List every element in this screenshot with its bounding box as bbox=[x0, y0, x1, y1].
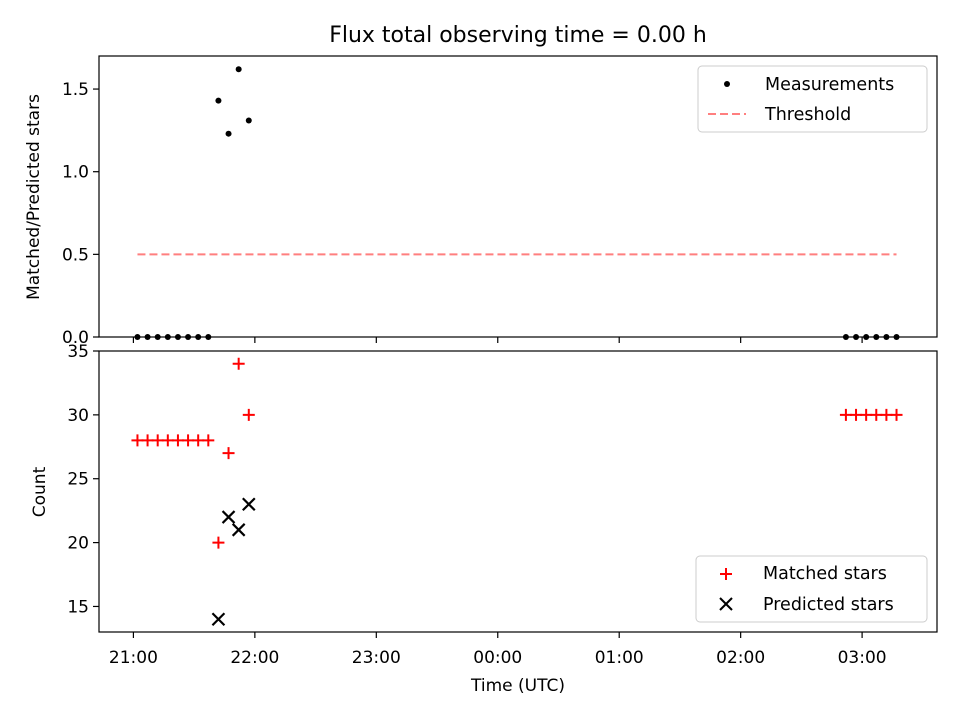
bottom-y-tick-label: 15 bbox=[67, 597, 89, 617]
x-tick-label: 23:00 bbox=[352, 648, 401, 668]
matched-stars-point bbox=[171, 434, 184, 447]
matched-stars-point bbox=[870, 408, 883, 421]
top-axes-frame bbox=[98, 55, 938, 338]
top-y-ticks: 0.0 0.5 1.0 1.5 bbox=[62, 80, 99, 348]
matched-stars-point bbox=[202, 434, 215, 447]
bottom-y-axis-label: Count bbox=[30, 466, 50, 517]
legend-matched-marker bbox=[720, 568, 732, 580]
matched-stars-point bbox=[890, 408, 903, 421]
x-tick-label: 22:00 bbox=[230, 648, 279, 668]
top-plot-marks bbox=[134, 66, 900, 340]
predicted-stars-point bbox=[221, 510, 236, 524]
predicted-stars-point bbox=[242, 497, 256, 512]
predicted-stars-point bbox=[211, 612, 226, 627]
bottom-axes-frame bbox=[98, 350, 938, 633]
top-y-tick-label: 1.0 bbox=[62, 163, 89, 183]
bottom-panel: 15 20 25 30 35 21:00 22:00 23:00 00:00 01:00 02:0… bbox=[30, 342, 938, 696]
top-y-tick-label: 0.0 bbox=[62, 328, 89, 348]
measurement-point bbox=[215, 97, 222, 104]
measurement-point bbox=[235, 66, 242, 73]
bottom-plot-marks bbox=[131, 357, 903, 627]
bottom-y-tick-label: 20 bbox=[67, 534, 89, 554]
legend-threshold-label: Threshold bbox=[764, 105, 851, 125]
matched-stars-point bbox=[131, 434, 144, 447]
bottom-y-ticks: 15 20 25 30 35 bbox=[67, 342, 99, 617]
matched-stars-point bbox=[880, 408, 893, 421]
legend-measurements-label: Measurements bbox=[765, 75, 894, 95]
matched-stars-point bbox=[212, 536, 225, 549]
predicted-stars-point bbox=[231, 523, 246, 537]
x-tick-label: 02:00 bbox=[716, 648, 765, 668]
top-x-ticks bbox=[132, 337, 863, 343]
bottom-y-tick-label: 35 bbox=[67, 342, 89, 362]
bottom-legend-box bbox=[695, 555, 928, 623]
matched-stars-point bbox=[141, 434, 154, 447]
matched-stars-point bbox=[850, 408, 863, 421]
chart-title: Flux total observing time = 0.00 h bbox=[329, 23, 707, 48]
bottom-y-tick-label: 30 bbox=[67, 406, 89, 426]
matched-stars-point bbox=[232, 357, 245, 370]
x-tick-label: 03:00 bbox=[838, 648, 887, 668]
matched-stars-point bbox=[839, 408, 852, 421]
matched-stars-point bbox=[192, 434, 205, 447]
bottom-x-ticks: 21:00 22:00 23:00 00:00 01:00 02:00 03:00 bbox=[109, 632, 887, 668]
top-legend-box bbox=[697, 65, 928, 133]
bottom-y-tick-label: 25 bbox=[67, 470, 89, 490]
matched-stars-point bbox=[182, 434, 195, 447]
top-y-axis-label: Matched/Predicted stars bbox=[24, 94, 44, 300]
top-y-tick-label: 1.5 bbox=[62, 80, 89, 100]
legend-matched-label: Matched stars bbox=[763, 564, 887, 584]
top-legend: Measurements Threshold bbox=[697, 65, 928, 133]
legend-measurements-marker bbox=[724, 81, 730, 87]
legend-predicted-marker bbox=[719, 597, 733, 611]
x-tick-label: 01:00 bbox=[595, 648, 644, 668]
measurement-point bbox=[245, 117, 252, 124]
matched-stars-point bbox=[161, 434, 174, 447]
top-panel: 0.0 0.5 1.0 1.5 Matched/Predicted stars Mea… bbox=[24, 55, 938, 348]
matched-stars-point bbox=[860, 408, 873, 421]
x-axis-label: Time (UTC) bbox=[470, 676, 565, 696]
x-tick-label: 21:00 bbox=[109, 648, 158, 668]
matched-stars-point bbox=[151, 434, 164, 447]
legend-predicted-label: Predicted stars bbox=[763, 595, 894, 615]
matched-stars-point bbox=[222, 447, 235, 460]
x-tick-label: 00:00 bbox=[473, 648, 522, 668]
matched-stars-point bbox=[242, 408, 255, 421]
measurement-point bbox=[225, 130, 232, 137]
bottom-legend: Matched stars Predicted stars bbox=[695, 555, 928, 623]
top-y-tick-label: 0.5 bbox=[62, 245, 89, 265]
